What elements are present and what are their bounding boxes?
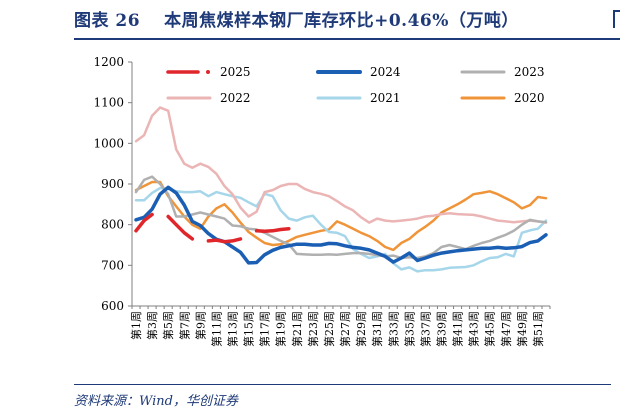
series-line-2021 [134, 186, 548, 273]
y-tick-label: 1100 [93, 96, 124, 110]
series-line-2023 [134, 175, 548, 260]
x-tick-label: 第43周 [467, 311, 481, 347]
series-line-2024 [134, 185, 548, 265]
x-tick-label: 第47周 [499, 311, 513, 347]
x-tick-label: 第29周 [354, 311, 368, 347]
x-tick-label: 第11周 [209, 311, 223, 347]
title-rule-edge [611, 38, 620, 40]
x-tick-label: 第21周 [290, 311, 304, 347]
x-tick-label: 第41周 [451, 311, 465, 347]
series-line-2025 [254, 226, 291, 233]
x-tick-label: 第17周 [258, 311, 272, 347]
source-note: 资料来源：Wind，华创证券 [74, 394, 238, 409]
x-tick-label: 第3周 [145, 311, 159, 340]
title-rule [74, 38, 611, 40]
series-line-2022 [134, 106, 548, 224]
x-tick-label: 第25周 [322, 311, 336, 347]
y-tick-label: 700 [101, 258, 124, 272]
figure-title-text: 本周焦煤样本钢厂库存环比+0.46%（万吨） [164, 11, 519, 31]
figure-label: 图表 26 [74, 11, 141, 31]
next-figure-edge [611, 8, 620, 30]
figure-title: 图表 26 本周焦煤样本钢厂库存环比+0.46%（万吨） [74, 6, 519, 31]
legend-swatch-dot-2025 [206, 70, 210, 74]
x-tick-label: 第35周 [402, 311, 416, 347]
line-chart: 600700800900100011001200第1周 第3周 第5周 第7周 第9周第… [93, 55, 551, 347]
x-tick-label: 第13周 [225, 311, 239, 347]
legend-label-2025: 2025 [220, 65, 251, 79]
y-tick-label: 600 [101, 299, 124, 313]
series-line-2025 [166, 214, 195, 241]
legend-label-2022: 2022 [220, 91, 251, 105]
x-tick-label: 第51周 [531, 311, 545, 347]
series-line-2025 [206, 237, 243, 244]
x-tick-label: 第23周 [306, 311, 320, 347]
x-tick-label: 第7周 [177, 311, 191, 340]
legend-label-2024: 2024 [370, 65, 401, 79]
x-tick-label: 第19周 [274, 311, 288, 347]
x-tick-label: 第49周 [515, 311, 529, 347]
legend-label-2020: 2020 [514, 91, 545, 105]
x-tick-label: 第5周 [161, 311, 175, 340]
legend-label-2023: 2023 [514, 65, 545, 79]
y-tick-label: 800 [101, 218, 124, 232]
legend-label-2021: 2021 [370, 91, 401, 105]
x-tick-label: 第1周 [129, 311, 143, 340]
source-rule [74, 384, 611, 385]
x-tick-label: 第31周 [370, 311, 384, 347]
x-tick-label: 第15周 [242, 311, 256, 347]
x-tick-label: 第45周 [483, 311, 497, 347]
bracket-icon [613, 10, 620, 28]
x-tick-label: 第39周 [434, 311, 448, 347]
series-line-2025 [134, 212, 154, 233]
y-tick-label: 900 [101, 177, 124, 191]
series-line-2020 [134, 180, 548, 252]
y-tick-label: 1000 [93, 136, 124, 150]
x-tick-label: 第27周 [338, 311, 352, 347]
x-tick-label: 第37周 [418, 311, 432, 347]
y-tick-label: 1200 [93, 55, 124, 69]
x-tick-label: 第9周 [193, 311, 207, 340]
x-tick-label: 第33周 [386, 311, 400, 347]
